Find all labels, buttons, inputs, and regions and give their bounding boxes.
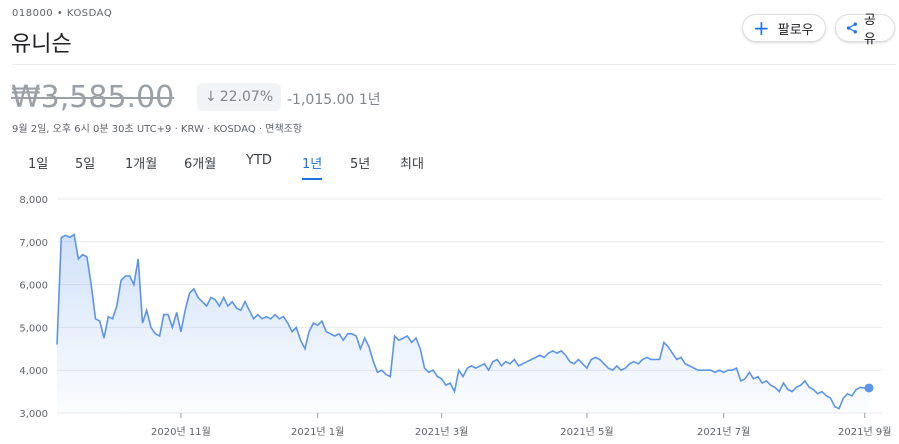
range-tab[interactable]: 1개월 [125, 157, 158, 172]
last-point [864, 383, 874, 393]
range-tab[interactable]: 1년 [302, 153, 323, 180]
follow-label: 팔로우 [777, 22, 814, 38]
y-tick-label: 3,000 [19, 409, 48, 420]
range-tab[interactable]: 1일 [28, 157, 49, 172]
y-tick-label: 7,000 [19, 238, 48, 249]
x-tick-label: 2021년 1월 [291, 426, 344, 438]
divider [12, 64, 896, 65]
follow-button[interactable]: + 팔로우 [742, 14, 826, 42]
share-icon [846, 22, 857, 34]
change-pct: 22.07% [219, 89, 274, 105]
y-tick-label: 5,000 [19, 323, 48, 334]
x-tick-label: 2021년 7월 [697, 426, 750, 438]
area [57, 234, 869, 413]
price: ₩3,585.00 [11, 80, 175, 115]
x-tick-label: 2021년 9월 [838, 426, 891, 438]
range-tab[interactable]: 5일 [75, 157, 96, 172]
x-tick-label: 2021년 5월 [560, 426, 613, 438]
range-tab[interactable]: 6개월 [184, 157, 217, 172]
share-label: 공유 [863, 13, 876, 47]
disclaimer: 9월 2일, 오후 6시 0분 30초 UTC+9 · KRW · KOSDAQ… [12, 124, 303, 135]
price-line [56, 233, 870, 410]
y-tick-label: 6,000 [19, 281, 48, 292]
range-tab[interactable]: 5년 [350, 157, 371, 172]
change-badge: ↓ 22.07% [197, 83, 282, 111]
share-button[interactable]: 공유 [835, 13, 895, 47]
company-name: 유니슨 [11, 32, 72, 57]
y-tick-label: 4,000 [19, 366, 48, 377]
x-tick-label: 2020년 11월 [151, 426, 211, 438]
ticker: 018000 • KOSDAQ [12, 8, 113, 19]
x-tick-label: 2021년 3월 [415, 426, 468, 438]
y-tick-label: 8,000 [19, 195, 48, 206]
range-tab[interactable]: YTD [246, 153, 272, 168]
change-abs: -1,015.00 1년 [287, 92, 381, 108]
range-tab[interactable]: 최대 [400, 157, 424, 172]
